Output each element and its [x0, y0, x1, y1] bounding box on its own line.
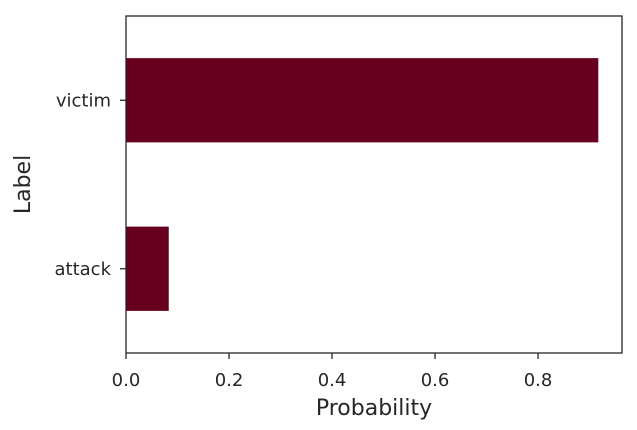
x-tick-label: 0.2: [215, 370, 244, 391]
x-tick-label: 0.0: [112, 370, 141, 391]
bar-attack: [126, 226, 169, 311]
bar-group: [126, 58, 599, 311]
y-axis-label: Label: [11, 155, 36, 214]
y-tick-label-attack: attack: [55, 259, 112, 280]
x-tick-label: 0.8: [524, 370, 553, 391]
x-axis-label: Probability: [316, 396, 432, 421]
x-tick-label: 0.6: [421, 370, 450, 391]
plot-frame: [125, 15, 623, 354]
y-tick-label-victim: victim: [56, 90, 111, 111]
y-axis: victim attack: [55, 90, 126, 280]
x-axis: 0.0 0.2 0.4 0.6 0.8: [112, 353, 553, 391]
x-tick-label: 0.4: [318, 370, 347, 391]
bar-victim: [126, 58, 599, 143]
